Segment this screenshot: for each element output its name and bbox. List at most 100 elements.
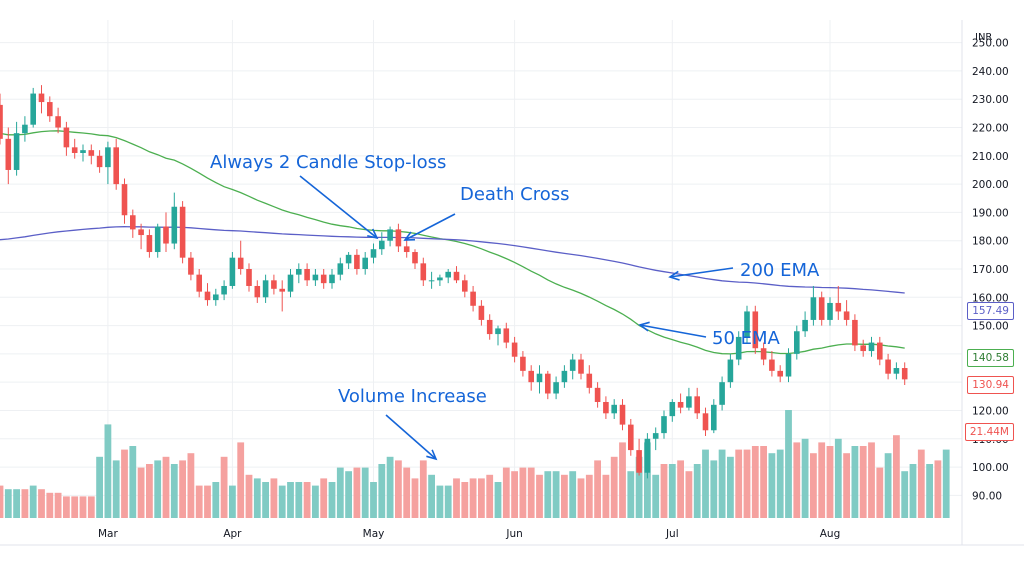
candle-body [445,271,451,278]
candle-body [188,257,194,275]
volume-bar [768,453,776,518]
candle-body [0,104,3,139]
volume-bar [0,485,4,518]
candle-body [246,269,252,286]
candle-body [63,127,70,148]
ema50-annotation: 50 EMA [712,328,780,349]
candle-body [569,359,576,371]
y-tick-label: 190.00 [972,207,1009,219]
candle-body [71,147,78,153]
volume-bar [893,435,900,518]
volume-bar [21,489,29,518]
candle-body [213,294,219,301]
y-tick-label: 200.00 [972,179,1009,191]
candle-body [55,116,61,128]
candle-body [686,396,692,408]
volume-bar [710,460,718,518]
volume-bar [320,478,328,518]
volume-bar [54,492,62,518]
volume-bar [453,478,460,518]
volume-bar [137,467,145,518]
volume-bar [79,496,87,518]
volume-bar [718,449,726,518]
candle-body [603,401,609,414]
candle-body [818,297,825,320]
candle-body [420,263,427,281]
candle-body [619,404,626,425]
volume-bar [502,467,510,518]
ema50-line [0,130,905,355]
candle-body [262,280,269,298]
volume-bar [519,467,527,518]
candle-body [578,359,584,374]
candle-body [96,155,103,168]
candle-body [22,124,28,134]
volume-bar [760,446,767,518]
volume-bar [13,489,20,518]
volume-bar [660,464,668,518]
x-tick-label: May [363,528,385,540]
volume-bar [552,471,560,518]
candle-body [794,331,800,354]
volume-bar [287,482,294,518]
candle-body [528,370,534,383]
candle-body [553,382,559,394]
volume-bar [303,482,311,518]
volume-bar [170,464,178,518]
candle-body [901,368,908,380]
candle-body [652,433,659,439]
candle-body [478,305,485,320]
volume-bar [884,453,892,518]
volume-bar [536,474,543,518]
volume-bar [561,474,568,518]
candle-body [379,240,385,250]
candle-body [628,424,634,451]
candle-body [146,235,153,253]
candle-body [196,274,202,292]
volume-bar [345,471,352,518]
volume-bar [146,464,153,518]
volume-bar [237,442,245,518]
volume-bar [411,478,419,518]
candle-body [221,285,227,295]
candle-body [30,93,36,125]
candle-body [428,280,435,282]
candle-body [462,280,468,292]
candle-body [362,257,368,269]
volume-bar [4,489,12,518]
candle-body [304,269,310,281]
volume-bar [461,482,469,518]
volume-bar [635,456,643,518]
volume-bar [312,485,319,518]
candle-body [511,342,518,357]
candle-body [38,93,45,103]
candle-body [229,257,236,286]
candle-body [345,254,352,264]
candle-body [279,288,285,292]
volume-bar [386,456,394,518]
volume-bar [619,442,626,518]
stoploss-arrow [299,175,378,239]
candle-body [163,226,169,244]
candle-body [827,302,833,320]
volume-bar [785,410,792,518]
candle-body [5,138,12,170]
candle-body [237,257,244,269]
volume-bar [934,460,942,518]
y-tick-label: 210.00 [972,151,1009,163]
candle-body [437,277,443,281]
volume-bar [917,449,925,518]
volume-bar [527,467,535,518]
volume-bar [843,453,850,518]
candle-body [810,297,817,320]
volume-bar [29,485,37,518]
volume-bar [179,460,186,518]
volume-bar [594,460,601,518]
volume-bar [826,446,834,518]
volume-bar [743,449,751,518]
y-tick-label: 250.00 [972,38,1009,50]
candle-body [545,373,551,394]
volume-bar [270,478,278,518]
candle-body [677,401,684,408]
candle-body [403,246,410,253]
